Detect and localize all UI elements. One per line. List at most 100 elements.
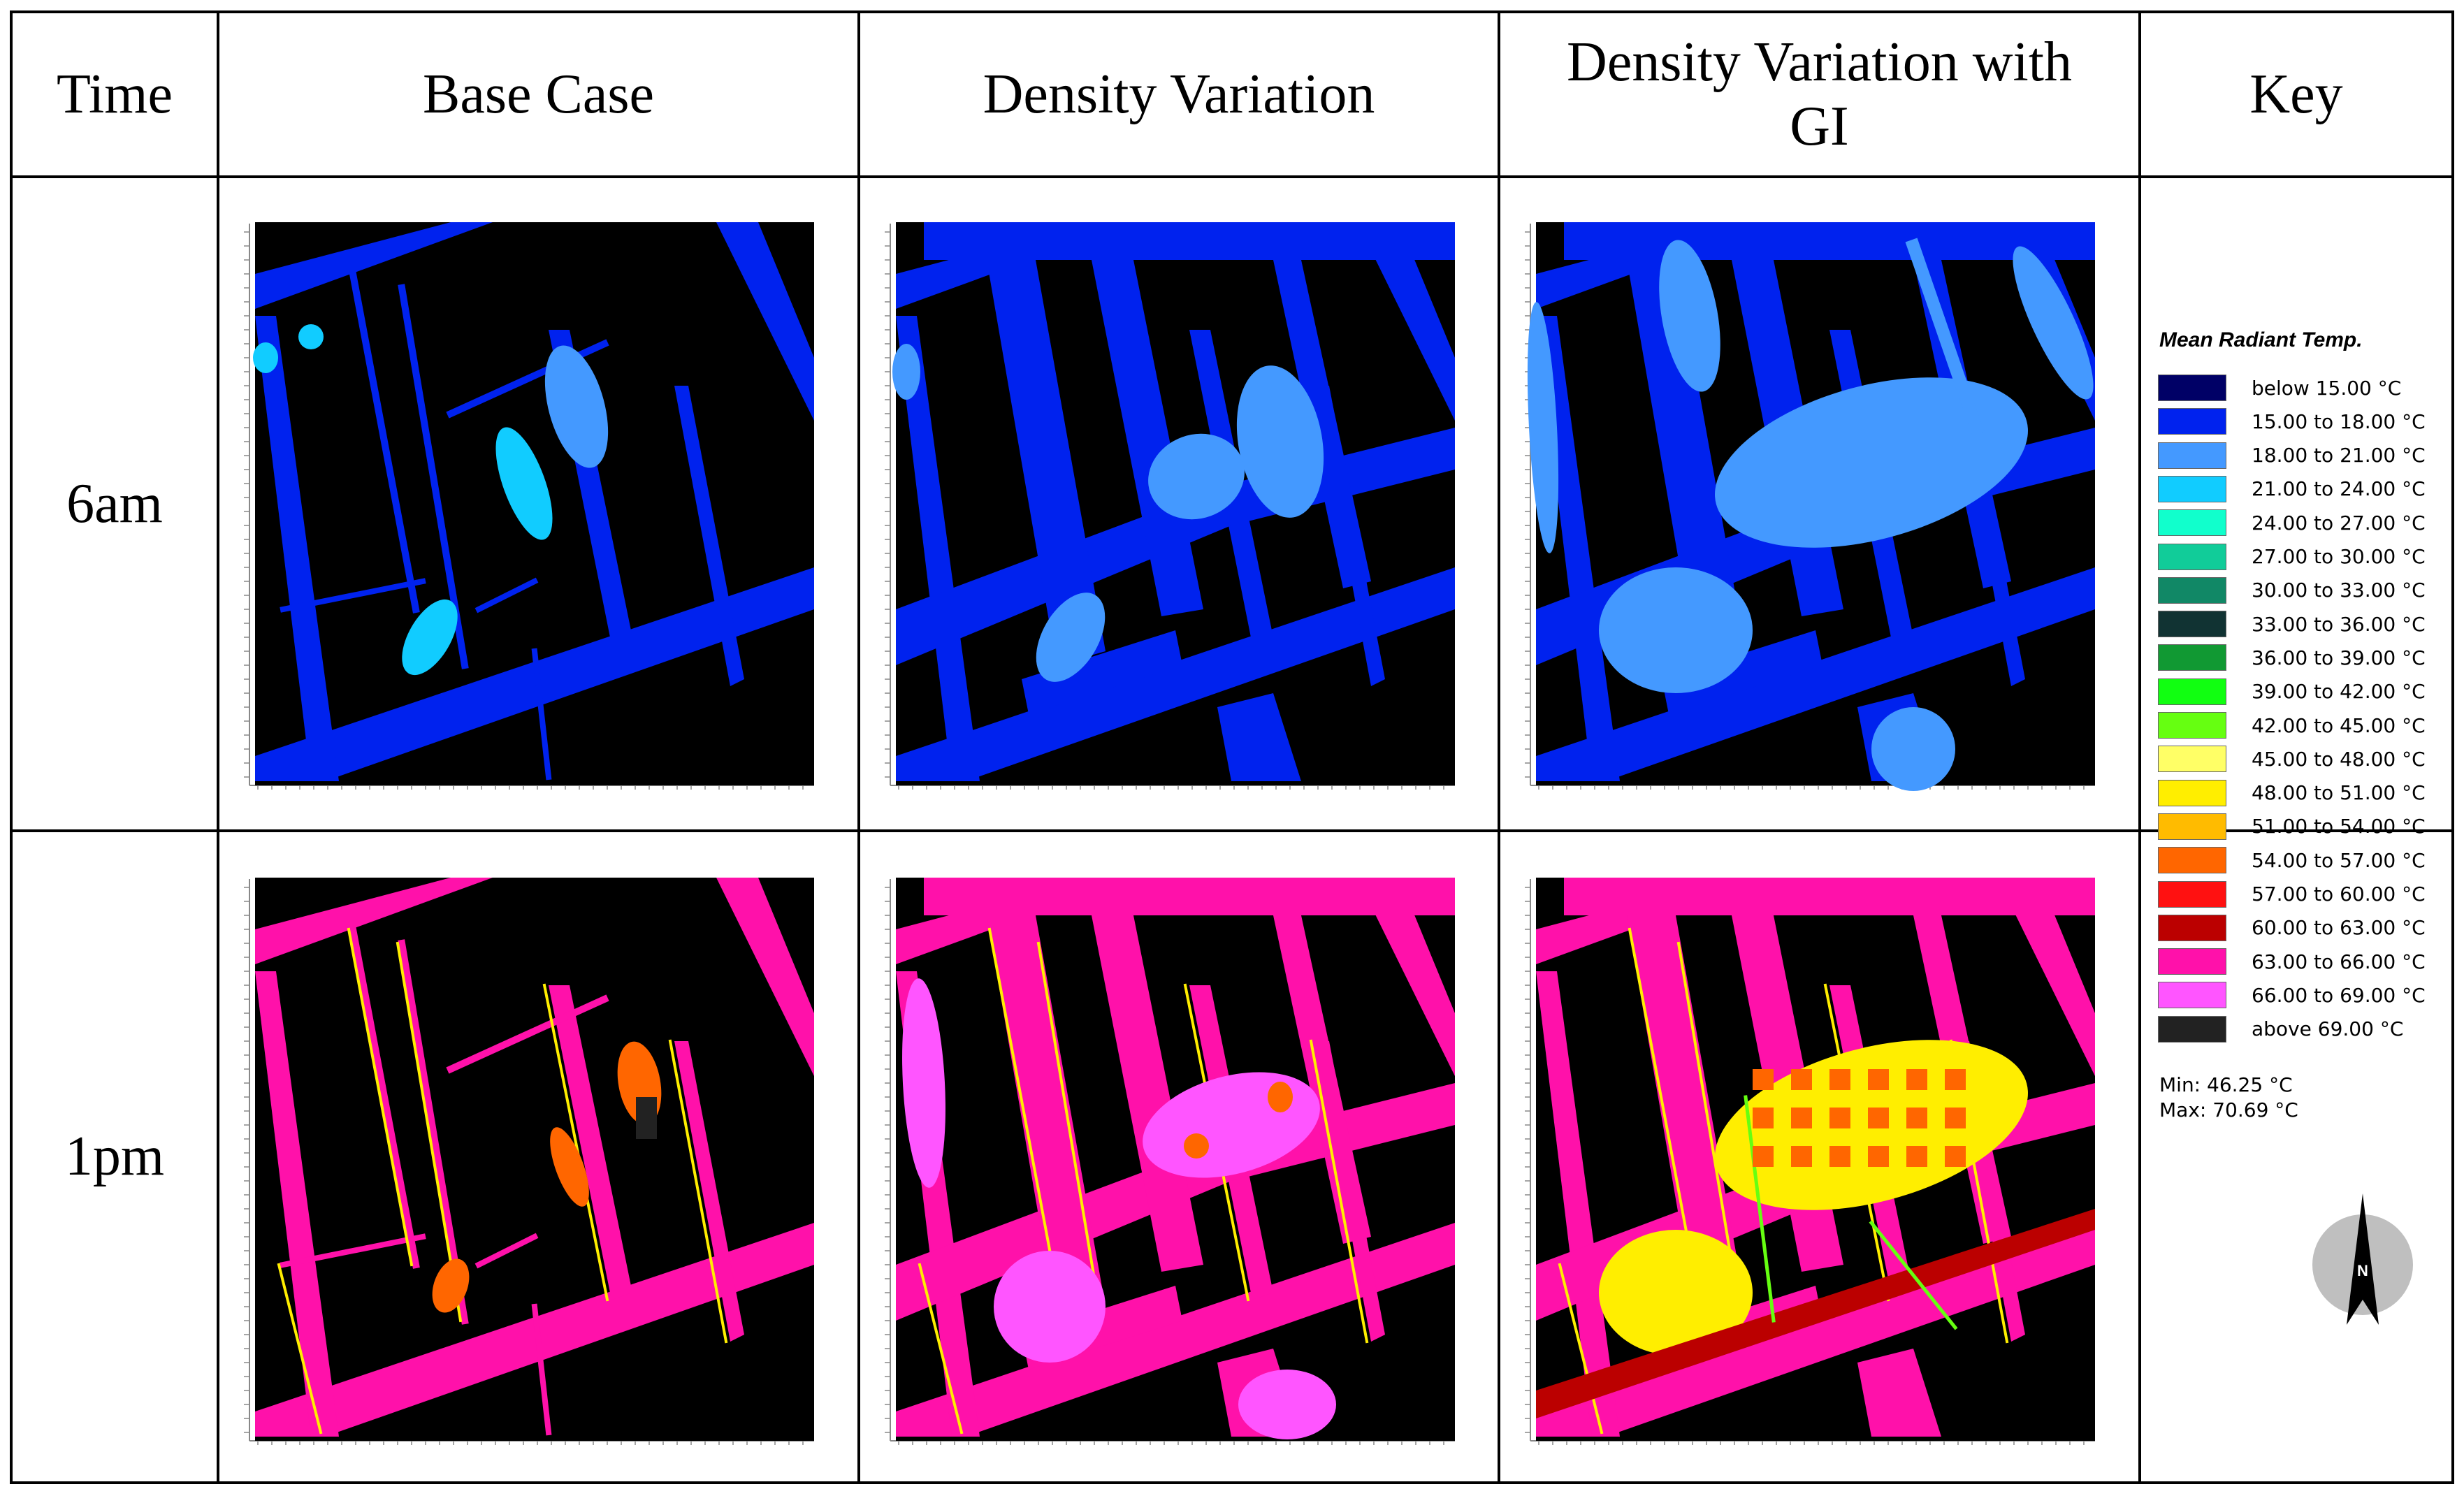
legend-item: 24.00 to 27.00 °C xyxy=(2158,509,2426,537)
vegetation-patch xyxy=(495,427,553,540)
shade-patch xyxy=(1036,593,1106,682)
header-time: Time xyxy=(56,64,173,125)
legend-swatch xyxy=(2158,948,2226,975)
sunlit-edge xyxy=(277,1263,323,1435)
tree-pixel xyxy=(1906,1146,1927,1167)
cool-edge xyxy=(1869,1220,1958,1330)
sunlit-edge xyxy=(396,941,463,1323)
street xyxy=(1536,971,1620,1437)
legend-swatch xyxy=(2158,982,2226,1009)
legend-item: 27.00 to 30.00 °C xyxy=(2158,543,2426,570)
street xyxy=(255,222,493,309)
street-narrow xyxy=(446,994,609,1074)
street xyxy=(1997,878,2095,1076)
street xyxy=(1564,222,2095,260)
legend-swatch xyxy=(2158,712,2226,739)
map-6am-density-variation-gi xyxy=(1525,222,2095,791)
hot-spot xyxy=(432,1258,470,1313)
street xyxy=(1357,878,1455,1076)
legend-label: 66.00 to 69.00 °C xyxy=(2252,983,2426,1007)
sunlit-edge xyxy=(668,1039,728,1344)
header-density-variation-gi: Density Variation with GI xyxy=(1567,31,2072,157)
shade-patch xyxy=(1599,567,1753,693)
street xyxy=(896,1223,1455,1437)
legend-item: 39.00 to 42.00 °C xyxy=(2158,678,2426,705)
legend-label: 54.00 to 57.00 °C xyxy=(2252,848,2426,872)
legend-label: 45.00 to 48.00 °C xyxy=(2252,747,2426,771)
legend-item: 66.00 to 69.00 °C xyxy=(2158,982,2426,1009)
sunlit-edge xyxy=(1628,927,1695,1267)
legend-max: Max: 70.69 °C xyxy=(2159,1098,2298,1121)
legend-swatch xyxy=(2158,1015,2226,1043)
legend-item: 18.00 to 21.00 °C xyxy=(2158,442,2426,469)
tree-pixel xyxy=(1868,1108,1889,1128)
street-narrow xyxy=(349,270,420,613)
legend-swatch xyxy=(2158,475,2226,502)
street xyxy=(549,985,632,1300)
legend-label: 21.00 to 24.00 °C xyxy=(2252,477,2426,501)
vegetation-patch xyxy=(253,342,278,373)
hot-spot xyxy=(1268,1082,1293,1112)
legend-label: 42.00 to 45.00 °C xyxy=(2252,713,2426,737)
sunlit-edge xyxy=(987,927,1055,1267)
sunlit-edge xyxy=(1036,941,1103,1323)
street xyxy=(1536,567,2095,781)
tree-pixel xyxy=(1868,1146,1889,1167)
shade-patch xyxy=(1871,707,1955,791)
legend-item: 63.00 to 66.00 °C xyxy=(2158,948,2426,975)
street-narrow xyxy=(398,939,469,1325)
legend-swatch xyxy=(2158,746,2226,773)
legend-item: 36.00 to 39.00 °C xyxy=(2158,644,2426,671)
legend-swatch xyxy=(2158,813,2226,840)
legend-label: 24.00 to 27.00 °C xyxy=(2252,511,2426,535)
sunlit-edge xyxy=(1558,1263,1604,1435)
shade-patch xyxy=(892,344,920,400)
tree-pixel xyxy=(1945,1069,1966,1090)
tree-pixel xyxy=(1791,1146,1812,1167)
row-label-6am: 6am xyxy=(66,472,163,535)
shade-patch xyxy=(1659,240,1720,392)
legend-item: 48.00 to 51.00 °C xyxy=(2158,779,2426,806)
legend-label: 30.00 to 33.00 °C xyxy=(2252,579,2426,602)
sunlit-edge xyxy=(918,1263,964,1435)
map-1pm-base-case xyxy=(244,878,814,1445)
street-narrow xyxy=(398,284,469,669)
street-narrow xyxy=(531,648,552,780)
tree-pixel xyxy=(1906,1108,1927,1128)
hot-core xyxy=(636,1097,657,1139)
north-label: N xyxy=(2357,1262,2368,1279)
header-density-variation: Density Variation xyxy=(983,64,1375,125)
street xyxy=(1662,630,1822,714)
street xyxy=(1022,630,1182,714)
street xyxy=(1092,260,1203,616)
street-narrow xyxy=(280,578,426,613)
street xyxy=(1357,222,1455,421)
legend-item: 51.00 to 54.00 °C xyxy=(2158,813,2426,840)
legend-item: 45.00 to 48.00 °C xyxy=(2158,746,2426,773)
shade-patch xyxy=(1527,302,1559,553)
street xyxy=(716,878,814,1076)
map-6am-density-variation xyxy=(885,222,1455,790)
street xyxy=(896,567,1455,781)
map-6am-base-case xyxy=(244,222,814,790)
shade-patch xyxy=(1236,365,1324,518)
hot-spot xyxy=(550,1127,589,1207)
legend-item: 33.00 to 36.00 °C xyxy=(2158,611,2426,638)
hot-spot xyxy=(1184,1133,1209,1159)
legend-label: 63.00 to 66.00 °C xyxy=(2252,950,2426,973)
legend-swatch xyxy=(2158,880,2226,908)
street xyxy=(716,222,814,421)
legend-label: 51.00 to 54.00 °C xyxy=(2252,815,2426,838)
vegetation-patch xyxy=(402,599,458,676)
sunlit-edge xyxy=(347,927,414,1267)
street xyxy=(1217,693,1301,781)
shade-patch xyxy=(1148,433,1245,520)
legend-swatch xyxy=(2158,611,2226,638)
legend-swatch xyxy=(2158,509,2226,537)
tree-pixel xyxy=(1791,1069,1812,1090)
legend-label: 33.00 to 36.00 °C xyxy=(2252,612,2426,636)
street-narrow xyxy=(349,925,420,1269)
legend-swatch xyxy=(2158,442,2226,469)
legend-label: 57.00 to 60.00 °C xyxy=(2252,883,2426,906)
legend-label: 60.00 to 63.00 °C xyxy=(2252,916,2426,940)
